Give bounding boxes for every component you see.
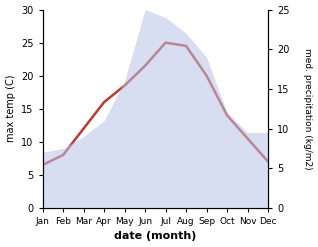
- X-axis label: date (month): date (month): [114, 231, 197, 242]
- Y-axis label: max temp (C): max temp (C): [5, 75, 16, 143]
- Y-axis label: med. precipitation (kg/m2): med. precipitation (kg/m2): [303, 48, 313, 169]
